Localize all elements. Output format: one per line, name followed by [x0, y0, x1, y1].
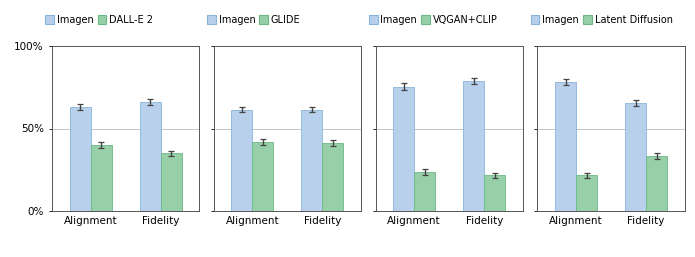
Bar	[140, 102, 161, 211]
Bar	[252, 142, 273, 211]
Bar	[555, 82, 576, 211]
Legend: Imagen, DALL-E 2: Imagen, DALL-E 2	[45, 15, 153, 25]
Legend: Imagen, GLIDE: Imagen, GLIDE	[207, 15, 301, 25]
Bar	[484, 175, 505, 211]
Legend: Imagen, VQGAN+CLIP: Imagen, VQGAN+CLIP	[369, 15, 498, 25]
Bar	[393, 87, 414, 211]
Bar	[70, 107, 90, 211]
Bar	[231, 109, 252, 211]
Bar	[302, 109, 322, 211]
Bar	[90, 145, 112, 211]
Bar	[161, 153, 181, 211]
Bar	[625, 103, 646, 211]
Bar	[464, 81, 484, 211]
Bar	[576, 175, 597, 211]
Bar	[646, 156, 667, 211]
Bar	[414, 172, 435, 211]
Legend: Imagen, Latent Diffusion: Imagen, Latent Diffusion	[530, 15, 673, 25]
Bar	[322, 143, 343, 211]
